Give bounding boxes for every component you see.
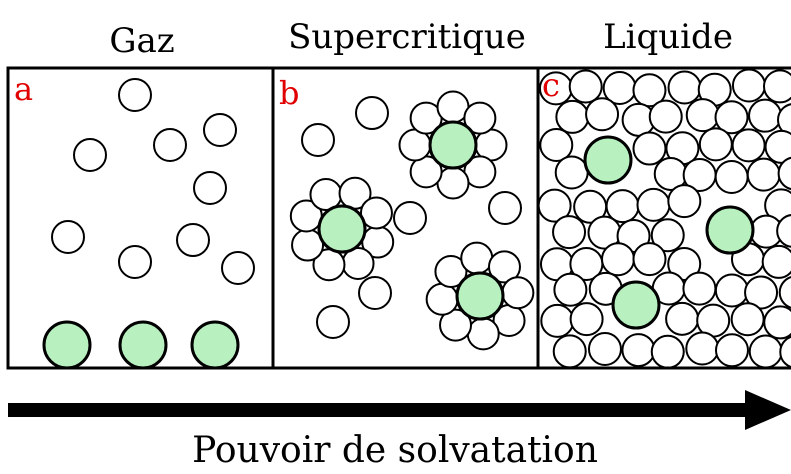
solvent-particle <box>776 214 791 248</box>
solvent-particle <box>685 331 720 366</box>
solvent-particle <box>359 196 393 230</box>
solvent-particle <box>616 218 651 253</box>
solvent-particle <box>731 128 766 163</box>
solvent-particle <box>539 188 572 223</box>
solvent-particle <box>51 220 85 254</box>
solvent-particle <box>552 215 587 250</box>
solvent-particle <box>176 223 210 257</box>
panel-letter: b <box>279 74 299 112</box>
solvent-particle <box>316 305 350 339</box>
solvent-particle <box>587 331 622 366</box>
solvent-particle <box>777 156 791 191</box>
solute-particle <box>118 320 168 367</box>
solvent-particle <box>665 301 700 336</box>
solvent-particle <box>221 251 255 285</box>
solvent-particle <box>667 246 702 281</box>
solvent-particle <box>193 171 227 205</box>
solvent-particle <box>667 70 702 105</box>
panel-letter: c <box>542 66 560 104</box>
solvent-particle <box>203 113 237 147</box>
solvent-particle <box>585 97 620 132</box>
solvent-particle <box>393 201 427 235</box>
solvent-particle <box>434 255 468 289</box>
solvent-particle <box>460 241 494 275</box>
solvent-particle <box>648 99 683 134</box>
solvent-particle <box>463 101 497 135</box>
solvent-particle <box>714 100 749 135</box>
panel-title: Supercritique <box>288 17 526 57</box>
solute-particle <box>455 271 505 321</box>
solvent-particle <box>568 69 603 104</box>
solvent-particle <box>425 282 459 316</box>
solvent-particle <box>539 127 574 162</box>
solvent-particle <box>118 78 152 112</box>
solvent-particle <box>761 244 791 279</box>
solvent-particle <box>650 218 685 253</box>
solute-particle <box>611 280 661 330</box>
solvent-particle <box>714 160 749 195</box>
panel-title: Gaz <box>109 21 174 61</box>
solute-particle <box>190 320 240 367</box>
solvent-particle <box>488 191 522 225</box>
solute-particle <box>317 204 367 254</box>
solute-particle <box>42 320 92 367</box>
panel-a-particles <box>42 78 255 367</box>
solvent-particle <box>632 73 667 108</box>
solvent-particle <box>636 187 671 222</box>
solvent-particle <box>153 128 187 162</box>
solvent-particle <box>762 69 791 104</box>
solvent-particle <box>301 123 335 157</box>
panel-title: Liquide <box>603 17 733 57</box>
solute-particle <box>705 205 755 255</box>
solvent-particle <box>553 272 588 307</box>
solvent-particle <box>540 303 575 338</box>
solvent-particle <box>554 155 589 190</box>
solvent-particle <box>730 302 765 337</box>
solvent-particle <box>746 157 781 192</box>
solvent-particle <box>487 250 521 284</box>
solvent-particle <box>685 98 720 133</box>
solute-particle <box>583 135 633 185</box>
panel-frame <box>6 66 791 370</box>
solvent-particle <box>748 98 783 133</box>
solvent-particle <box>682 271 717 306</box>
solvent-particle <box>779 335 791 367</box>
panel-c-particles <box>539 69 791 367</box>
solvent-particle <box>744 275 779 310</box>
solvent-particle <box>621 333 656 367</box>
solvent-particle <box>73 138 107 172</box>
panel-b-particles <box>289 90 535 351</box>
solvent-particle <box>552 334 587 367</box>
solvent-particle <box>650 334 685 367</box>
solvent-particle <box>667 184 702 219</box>
solute-particle <box>428 120 478 170</box>
solvent-particle <box>777 103 791 137</box>
solvent-particle <box>763 305 791 340</box>
solvent-particle <box>555 99 590 134</box>
solvent-particle <box>601 242 636 277</box>
solvent-particle <box>569 302 604 337</box>
solvent-particle <box>439 308 473 342</box>
solvent-particle <box>501 276 535 310</box>
arrow-head <box>745 390 791 430</box>
solvent-particle <box>466 317 500 351</box>
solvent-particle <box>731 69 766 103</box>
solvent-particle <box>748 334 783 367</box>
solvent-particle <box>714 333 749 367</box>
solvent-particle <box>714 273 749 308</box>
solvent-particle <box>358 276 392 310</box>
solvent-particle <box>632 131 667 166</box>
solvent-particle <box>698 127 733 162</box>
arrow-label: Pouvoir de solvatation <box>192 430 598 471</box>
solvent-particle <box>632 242 667 277</box>
solvent-particle <box>778 276 791 309</box>
solvent-particle <box>355 96 389 130</box>
solvent-particle <box>118 245 152 279</box>
panel-letter: a <box>14 70 33 108</box>
